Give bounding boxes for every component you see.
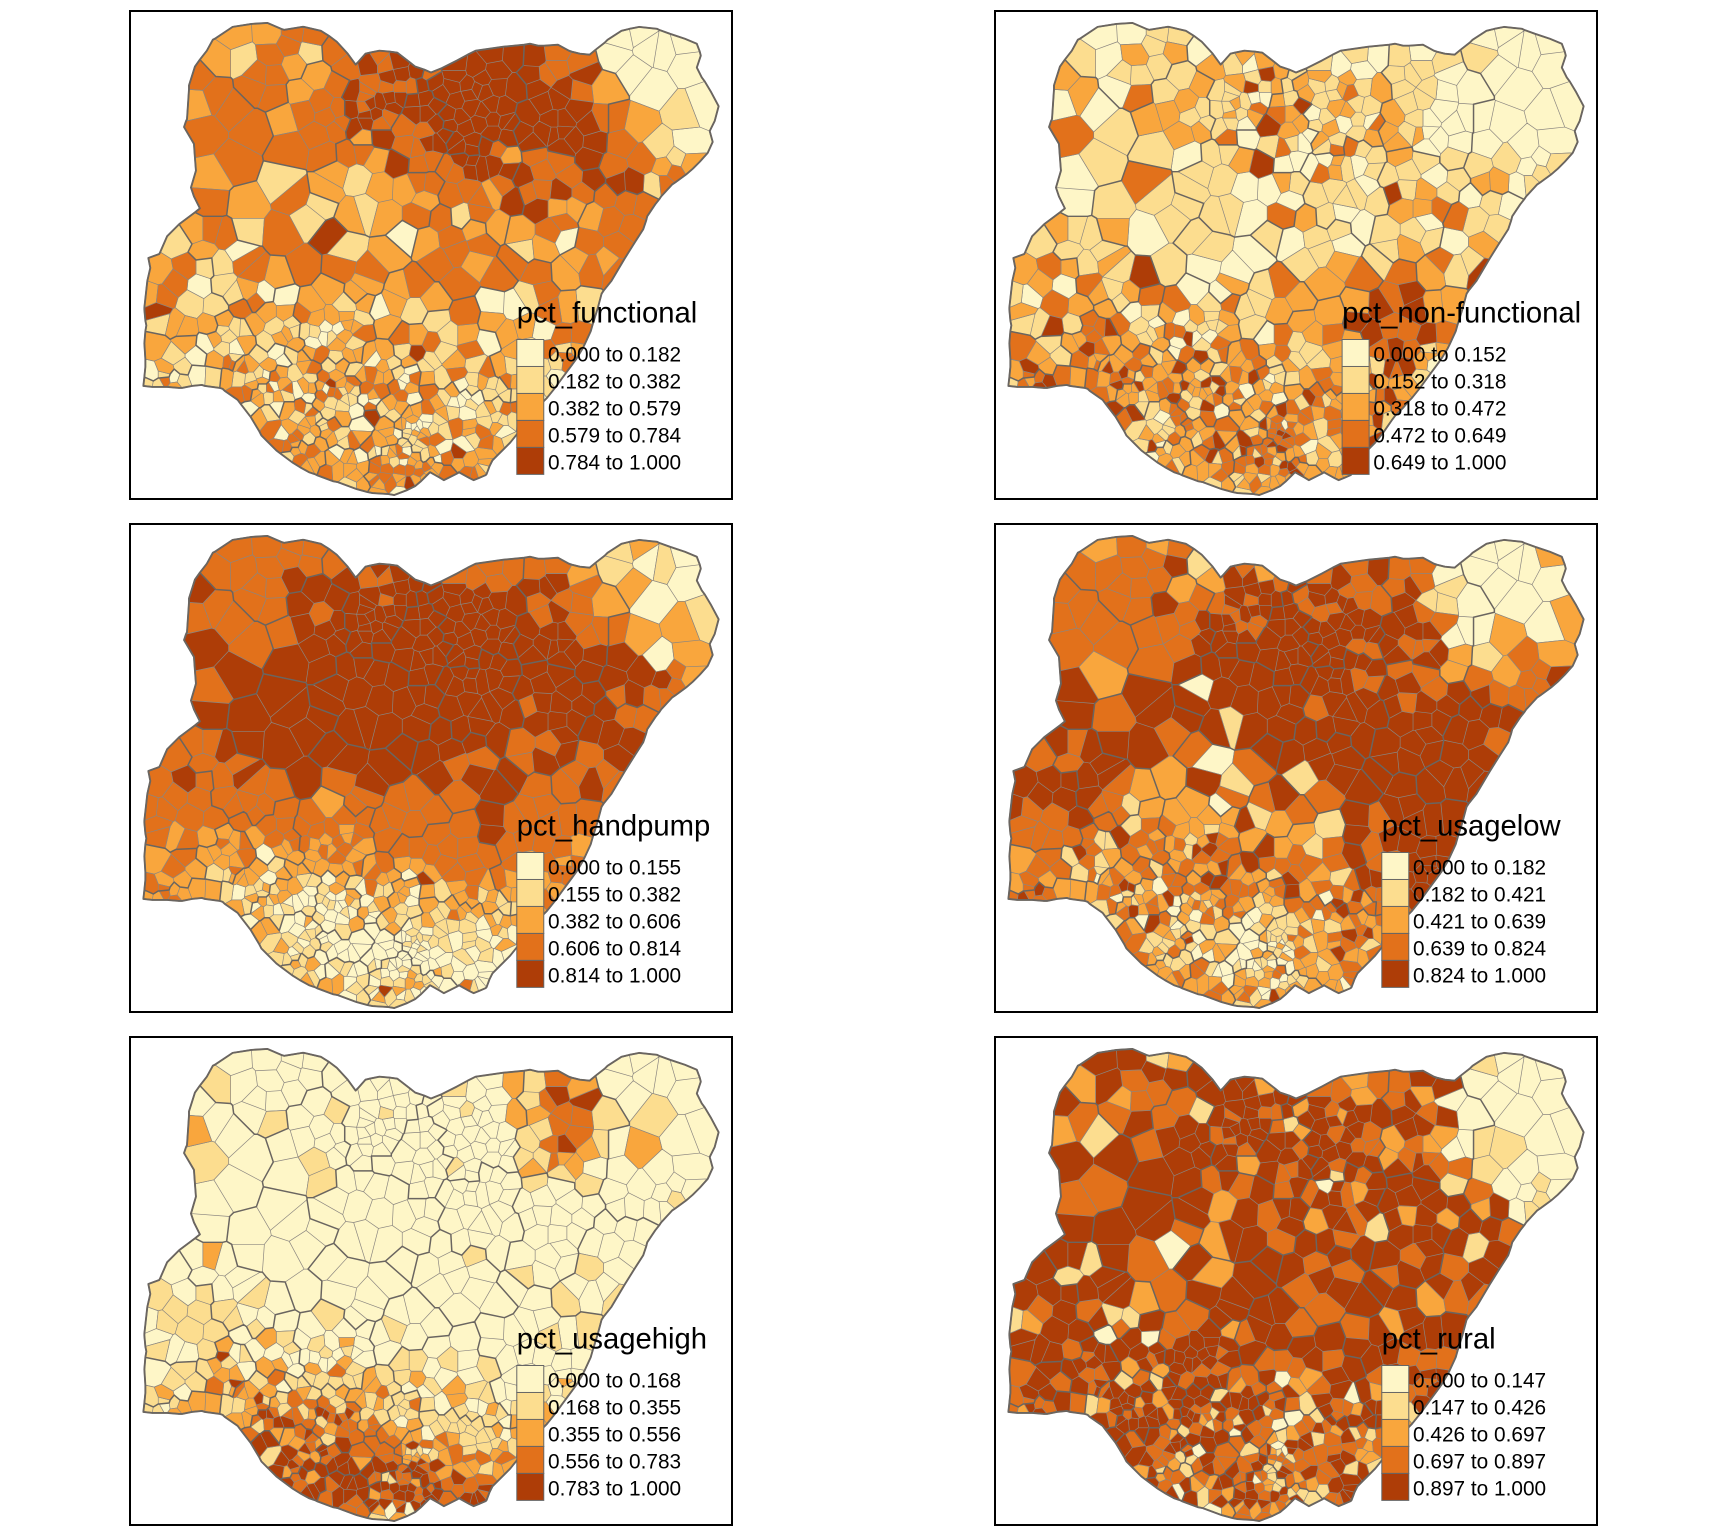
svg-text:0.472 to 0.649: 0.472 to 0.649	[1373, 424, 1506, 447]
svg-text:0.649 to 1.000: 0.649 to 1.000	[1373, 451, 1506, 474]
svg-text:0.824 to 1.000: 0.824 to 1.000	[1413, 964, 1546, 987]
svg-text:0.000 to 0.147: 0.000 to 0.147	[1413, 1369, 1546, 1392]
svg-text:0.168 to 0.355: 0.168 to 0.355	[548, 1396, 681, 1419]
svg-text:0.000 to 0.168: 0.000 to 0.168	[548, 1369, 681, 1392]
svg-text:0.382 to 0.579: 0.382 to 0.579	[548, 397, 681, 420]
svg-text:0.182 to 0.382: 0.182 to 0.382	[548, 370, 681, 393]
svg-text:pct_usagehigh: pct_usagehigh	[517, 1323, 707, 1355]
svg-text:0.606 to 0.814: 0.606 to 0.814	[548, 937, 681, 960]
svg-text:0.426 to 0.697: 0.426 to 0.697	[1413, 1423, 1546, 1446]
svg-text:pct_handpump: pct_handpump	[517, 810, 711, 842]
svg-text:0.000 to 0.182: 0.000 to 0.182	[548, 343, 681, 366]
svg-text:0.556 to 0.783: 0.556 to 0.783	[548, 1450, 681, 1473]
svg-text:0.152 to 0.318: 0.152 to 0.318	[1373, 370, 1506, 393]
svg-text:0.897 to 1.000: 0.897 to 1.000	[1413, 1477, 1546, 1500]
svg-text:pct_usagelow: pct_usagelow	[1382, 810, 1562, 842]
svg-text:0.382 to 0.606: 0.382 to 0.606	[548, 910, 681, 933]
svg-text:0.639 to 0.824: 0.639 to 0.824	[1413, 937, 1546, 960]
svg-text:pct_non-functional: pct_non-functional	[1342, 297, 1581, 329]
svg-text:pct_functional: pct_functional	[517, 297, 698, 329]
svg-text:0.355 to 0.556: 0.355 to 0.556	[548, 1423, 681, 1446]
svg-text:0.784 to 1.000: 0.784 to 1.000	[548, 451, 681, 474]
svg-text:0.000 to 0.152: 0.000 to 0.152	[1373, 343, 1506, 366]
svg-text:pct_rural: pct_rural	[1382, 1323, 1496, 1355]
svg-text:0.697 to 0.897: 0.697 to 0.897	[1413, 1450, 1546, 1473]
svg-text:0.000 to 0.155: 0.000 to 0.155	[548, 856, 681, 879]
svg-text:0.155 to 0.382: 0.155 to 0.382	[548, 883, 681, 906]
svg-text:0.814 to 1.000: 0.814 to 1.000	[548, 964, 681, 987]
svg-text:0.783 to 1.000: 0.783 to 1.000	[548, 1477, 681, 1500]
svg-text:0.182 to 0.421: 0.182 to 0.421	[1413, 883, 1546, 906]
svg-text:0.000 to 0.182: 0.000 to 0.182	[1413, 856, 1546, 879]
svg-text:0.579 to 0.784: 0.579 to 0.784	[548, 424, 681, 447]
svg-text:0.147 to 0.426: 0.147 to 0.426	[1413, 1396, 1546, 1419]
svg-text:0.421 to 0.639: 0.421 to 0.639	[1413, 910, 1546, 933]
svg-text:0.318 to 0.472: 0.318 to 0.472	[1373, 397, 1506, 420]
